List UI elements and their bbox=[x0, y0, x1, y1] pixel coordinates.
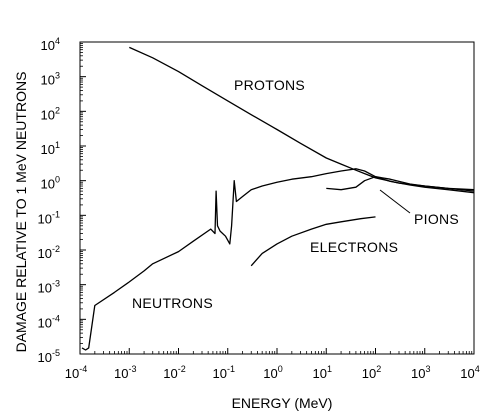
x-axis-title: ENERGY (MeV) bbox=[232, 395, 333, 411]
y-tick-label: 10-5 bbox=[38, 348, 60, 365]
y-tick-label: 10-3 bbox=[38, 279, 60, 296]
series-label-protons: PROTONS bbox=[234, 77, 305, 93]
y-tick-label: 10-4 bbox=[38, 313, 60, 330]
axes: 10-4 10-3 10-2 10-1 100 101 102 103 104 10-5 10-4 1… bbox=[38, 36, 480, 381]
series-line-neutrons bbox=[81, 168, 475, 351]
pions-leader-line bbox=[379, 189, 411, 214]
series-label-pions: PIONS bbox=[414, 211, 459, 227]
x-tick-label: 101 bbox=[313, 364, 332, 381]
x-tick-label: 10-4 bbox=[65, 364, 87, 381]
series-label-neutrons: NEUTRONS bbox=[132, 295, 213, 311]
y-tick-label: 101 bbox=[41, 140, 60, 157]
x-tick-label: 10-1 bbox=[213, 364, 235, 381]
label-layer: PROTONS NEUTRONS PIONS ELECTRONS ENERGY … bbox=[13, 72, 459, 411]
series-line-protons bbox=[129, 46, 475, 192]
x-tick-label: 100 bbox=[263, 364, 282, 381]
x-tick-label: 10-2 bbox=[163, 364, 185, 381]
series-layer bbox=[81, 46, 475, 351]
x-tick-label: 102 bbox=[362, 364, 381, 381]
y-tick-label: 102 bbox=[41, 105, 60, 122]
y-tick-label: 10-1 bbox=[38, 209, 60, 226]
x-tick-label: 10-3 bbox=[114, 364, 136, 381]
y-tick-label: 100 bbox=[41, 175, 60, 192]
y-tick-label: 10-2 bbox=[38, 244, 60, 261]
series-label-electrons: ELECTRONS bbox=[310, 239, 398, 255]
series-line-pions bbox=[326, 176, 475, 191]
y-tick-label: 104 bbox=[41, 36, 60, 53]
x-tick-label: 104 bbox=[460, 364, 479, 381]
y-tick-label: 103 bbox=[41, 71, 60, 88]
y-axis-title: DAMAGE RELATIVE TO 1 MeV NEUTRONS bbox=[13, 72, 29, 353]
x-tick-label: 103 bbox=[411, 364, 430, 381]
series-line-electrons bbox=[250, 216, 376, 267]
